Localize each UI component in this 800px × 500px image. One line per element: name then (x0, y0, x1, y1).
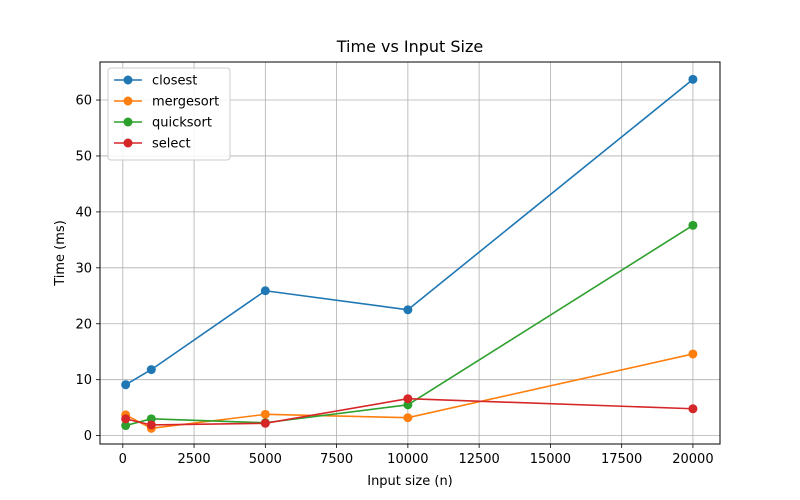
data-point-select (146, 420, 156, 430)
legend-item-mergesort: mergesort (114, 95, 219, 110)
x-axis-label: Input size (n) (367, 474, 453, 489)
plot-frame (99, 61, 721, 445)
series-layer (121, 74, 698, 433)
series-closest (121, 74, 698, 390)
legend-marker (123, 96, 133, 106)
data-point-mergesort (260, 409, 270, 419)
data-point-closest (403, 305, 413, 315)
legend-box (107, 67, 231, 161)
data-point-select (403, 394, 413, 404)
data-point-quicksort (121, 421, 131, 431)
legend-label: quicksort (152, 116, 212, 131)
legend-item-select: select (114, 137, 191, 152)
y-axis-label: Time (ms) (53, 220, 68, 287)
legend-label: select (152, 137, 191, 152)
x-tick-label: 2500 (178, 452, 211, 467)
legend-label: mergesort (152, 95, 219, 110)
data-point-mergesort (688, 349, 698, 359)
data-point-closest (688, 74, 698, 84)
x-tick-label: 7500 (320, 452, 353, 467)
data-point-closest (146, 365, 156, 375)
legend-marker (123, 117, 133, 127)
data-point-select (688, 404, 698, 414)
x-tick-label: 20000 (672, 452, 713, 467)
legend-item-quicksort: quicksort (114, 116, 212, 131)
grid (100, 62, 720, 444)
data-point-select (121, 414, 131, 424)
ticks: 0 2500 5000 7500 10000 12500 15000 17500 20000 0 1… (75, 94, 713, 467)
y-tick-label: 50 (75, 149, 92, 164)
y-tick-label: 20 (75, 317, 92, 332)
data-point-mergesort (403, 413, 413, 423)
legend-marker (123, 75, 133, 85)
legend-label: closest (152, 74, 197, 89)
y-tick-label: 60 (75, 94, 92, 109)
data-point-closest (260, 286, 270, 296)
x-tick-label: 10000 (387, 452, 428, 467)
y-tick-label: 0 (84, 429, 92, 444)
y-tick-label: 10 (75, 373, 92, 388)
data-point-quicksort (146, 414, 156, 424)
x-tick-label: 15000 (530, 452, 571, 467)
series-select (121, 394, 698, 430)
x-tick-label: 12500 (458, 452, 499, 467)
x-tick-label: 17500 (601, 452, 642, 467)
data-point-quicksort (403, 400, 413, 410)
y-tick-label: 40 (75, 205, 92, 220)
x-tick-label: 0 (119, 452, 127, 467)
data-point-closest (121, 380, 131, 390)
x-tick-label: 5000 (249, 452, 282, 467)
legend: closest mergesort quicksort select (107, 67, 231, 161)
data-point-select (260, 418, 270, 428)
legend-marker (123, 138, 133, 148)
y-tick-label: 30 (75, 261, 92, 276)
chart-title: Time vs Input Size (336, 37, 484, 56)
data-point-quicksort (688, 220, 698, 230)
legend-item-closest: closest (114, 74, 197, 89)
